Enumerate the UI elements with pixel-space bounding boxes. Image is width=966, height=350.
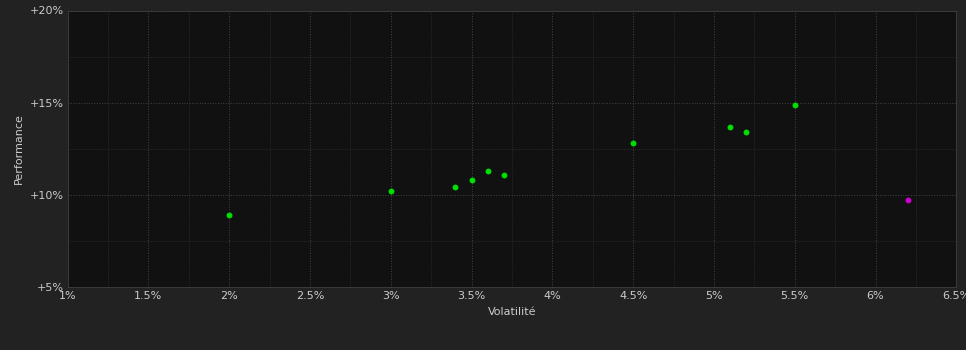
Point [497, 172, 512, 177]
Point [464, 177, 479, 183]
Point [900, 197, 916, 203]
Point [384, 188, 399, 194]
Point [723, 124, 738, 130]
Point [787, 102, 803, 107]
Point [739, 130, 754, 135]
Point [221, 212, 237, 218]
Point [480, 168, 496, 174]
Point [625, 140, 640, 146]
Point [447, 185, 463, 190]
X-axis label: Volatilité: Volatilité [488, 307, 536, 317]
Y-axis label: Performance: Performance [14, 113, 24, 184]
